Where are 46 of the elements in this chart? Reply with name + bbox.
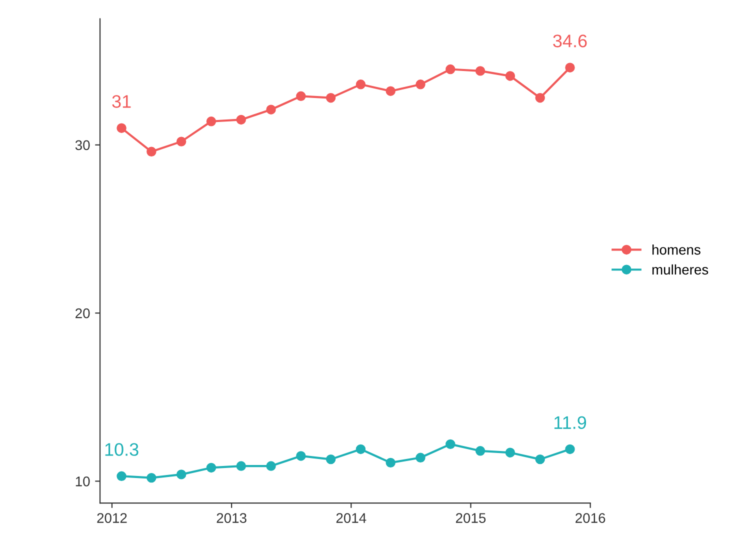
point [326,454,336,464]
point [266,461,276,471]
y-tick-label: 30 [75,140,90,150]
data-label: 11.9 [554,416,586,429]
point [206,462,216,473]
x-tick-label: 2016 [576,513,606,523]
point [446,439,456,450]
point [116,471,126,481]
point [505,71,516,81]
point [535,454,545,464]
data-label: 10.3 [105,443,138,456]
x-tick-label: 2012 [97,513,127,523]
data-label: 31 [112,95,131,108]
point [535,92,545,103]
point [475,66,486,76]
point [416,452,426,462]
x-tick-label: 2015 [456,513,486,523]
point [386,458,396,468]
point [356,444,366,454]
legend-label: homens [652,244,700,255]
point [176,136,186,146]
point [326,92,336,103]
point [236,114,246,125]
point [446,64,456,74]
point [356,80,366,90]
point [116,123,126,133]
point [386,86,396,96]
point [266,104,276,114]
point [206,116,216,126]
point [505,448,516,458]
point [146,146,156,157]
point [236,461,246,471]
data-label: 34.6 [553,34,587,48]
point [565,444,575,454]
point [475,446,486,456]
y-tick-label: 20 [76,308,90,318]
point [416,80,426,90]
x-tick-label: 2014 [336,513,366,523]
point [296,91,306,102]
x-tick-label: 2013 [216,513,246,523]
y-tick-label: 10 [76,476,90,486]
point [146,472,156,483]
point [296,451,306,461]
legend-label: mulheres [652,264,708,275]
point [565,62,575,72]
point [176,470,186,480]
